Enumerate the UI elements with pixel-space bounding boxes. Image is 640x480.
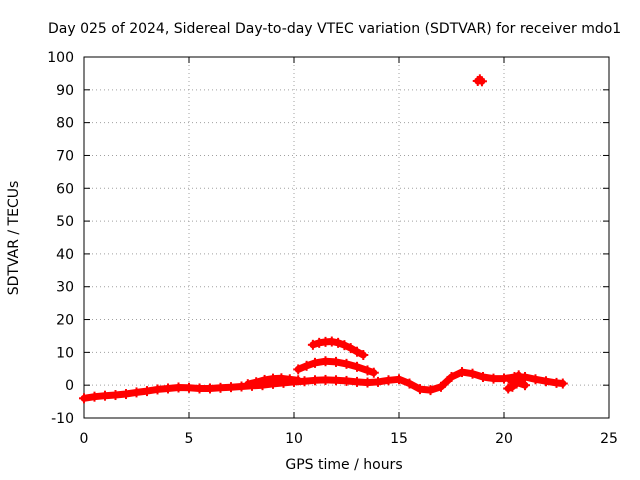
data-point <box>478 371 488 382</box>
data-point <box>226 382 236 393</box>
y-tick-label: 0 <box>65 378 74 394</box>
series-hump-band <box>242 373 304 390</box>
data-point <box>513 370 524 381</box>
x-tick-label: 10 <box>285 431 303 447</box>
data-point <box>476 76 487 87</box>
data-point <box>333 337 344 348</box>
series-outlier <box>472 74 487 87</box>
series-upper-arc <box>307 336 369 360</box>
x-tick-label: 5 <box>185 431 194 447</box>
data-point <box>236 381 247 392</box>
data-point <box>293 375 304 386</box>
series-band <box>80 368 567 402</box>
data-point <box>557 378 568 389</box>
data-point <box>383 375 394 386</box>
data-point <box>457 367 467 378</box>
y-tick-label: 60 <box>56 181 74 197</box>
data-point <box>415 384 425 395</box>
series-main-band <box>79 367 568 404</box>
data-point <box>310 375 320 386</box>
x-tick-label: 15 <box>390 431 408 447</box>
y-tick-label: 20 <box>56 313 74 329</box>
data-point <box>173 382 184 393</box>
y-tick-label: 30 <box>56 280 74 296</box>
data-point <box>121 389 131 400</box>
data-point <box>194 383 205 394</box>
y-tick-label: 40 <box>56 247 74 263</box>
x-axis-label: GPS time / hours <box>285 457 402 473</box>
data-point <box>215 382 226 393</box>
data-point <box>467 368 478 379</box>
data-point <box>505 375 516 386</box>
data-point <box>341 358 352 369</box>
series-mid-arc <box>293 356 379 378</box>
data-point <box>307 339 318 350</box>
data-point <box>293 364 304 375</box>
data-point <box>358 349 369 360</box>
data-point <box>530 374 541 385</box>
data-point <box>404 378 415 389</box>
data-point <box>259 374 270 385</box>
data-point <box>301 360 312 371</box>
data-point <box>242 379 253 390</box>
data-point <box>541 376 551 387</box>
y-tick-label: 70 <box>56 148 74 164</box>
y-tick-label: 90 <box>56 83 74 99</box>
data-point <box>394 374 404 385</box>
data-point <box>152 384 163 395</box>
data-point <box>352 346 362 357</box>
y-tick-label: 80 <box>56 116 74 132</box>
data-point <box>131 387 142 398</box>
chart-title: Day 025 of 2024, Sidereal Day-to-day VTE… <box>48 21 621 37</box>
data-point <box>89 391 100 402</box>
data-point <box>362 377 373 388</box>
y-axis-label: SDTVAR / TECUs <box>6 181 22 296</box>
data-point <box>339 340 350 351</box>
data-point <box>474 74 485 85</box>
data-point <box>284 374 295 385</box>
data-point <box>142 386 152 397</box>
data-point <box>341 375 352 386</box>
data-marks <box>79 74 568 404</box>
data-point <box>100 390 110 401</box>
data-point <box>310 357 320 368</box>
data-point <box>110 390 121 401</box>
data-point <box>184 382 194 393</box>
data-point <box>276 373 287 384</box>
data-point <box>268 373 278 384</box>
data-point <box>79 393 89 404</box>
data-point <box>352 376 362 387</box>
data-point <box>320 374 331 385</box>
data-point <box>368 367 379 378</box>
data-point <box>446 371 457 382</box>
y-tick-label: 50 <box>56 214 74 230</box>
data-point <box>362 365 373 376</box>
data-point <box>326 336 337 347</box>
y-tick-label: 100 <box>47 50 74 66</box>
grid <box>84 57 609 418</box>
x-tick-label: 0 <box>80 431 89 447</box>
data-point <box>251 377 262 388</box>
plot-frame <box>83 56 610 419</box>
series-scatter-band-20h <box>503 370 530 394</box>
y-tick-label: 10 <box>56 345 74 361</box>
data-point <box>352 361 362 372</box>
data-point <box>163 383 173 394</box>
data-point <box>425 385 436 396</box>
data-point <box>488 373 499 384</box>
data-point <box>331 375 341 386</box>
data-point <box>320 356 331 367</box>
x-axis-ticks: 0 5 10 15 20 25 <box>80 57 618 447</box>
data-point <box>205 383 215 394</box>
y-axis-ticks: -10 0 10 20 30 40 50 60 70 80 90 100 <box>47 50 609 427</box>
x-tick-label: 25 <box>600 431 618 447</box>
data-point <box>345 343 356 354</box>
data-point <box>331 356 341 367</box>
data-point <box>520 380 530 391</box>
y-tick-label: -10 <box>51 411 74 427</box>
x-tick-label: 20 <box>495 431 513 447</box>
data-point <box>436 381 446 392</box>
data-point <box>373 376 383 387</box>
